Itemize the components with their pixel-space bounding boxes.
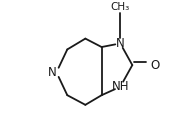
Text: O: O <box>150 59 160 72</box>
Text: NH: NH <box>112 80 129 93</box>
Text: N: N <box>116 37 125 50</box>
Text: N: N <box>48 66 56 79</box>
Text: CH₃: CH₃ <box>111 2 130 12</box>
